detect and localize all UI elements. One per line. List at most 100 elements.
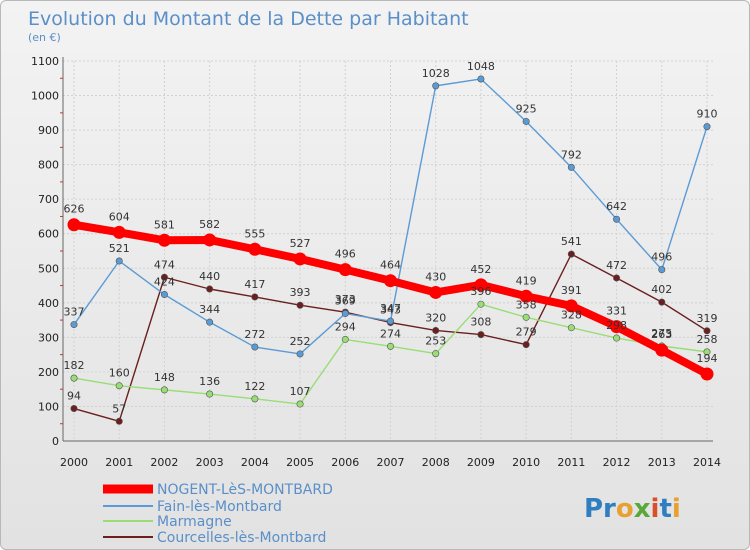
- data-point-courcelles: [567, 250, 575, 258]
- data-point-fain: [206, 318, 214, 326]
- data-label-marmagne: 274: [380, 327, 401, 340]
- x-tick-label: 2011: [557, 456, 585, 469]
- data-label-courcelles: 440: [199, 270, 220, 283]
- data-label-courcelles: 94: [67, 390, 81, 403]
- data-point-courcelles: [613, 274, 621, 282]
- x-tick-label: 2002: [150, 456, 178, 469]
- data-label-marmagne: 294: [335, 320, 356, 333]
- data-point-nogent: [384, 274, 397, 288]
- data-label-nogent: 430: [425, 270, 446, 283]
- data-point-marmagne: [567, 324, 575, 332]
- data-point-nogent: [610, 320, 624, 334]
- x-tick-label: 2013: [648, 456, 676, 469]
- data-point-courcelles: [70, 405, 78, 413]
- data-point-marmagne: [386, 342, 394, 350]
- x-tick-label: 2004: [241, 456, 269, 469]
- data-label-fain: 424: [154, 276, 175, 289]
- data-label-courcelles: 402: [651, 283, 672, 296]
- data-label-nogent: 194: [697, 352, 718, 365]
- data-point-nogent: [700, 367, 714, 381]
- data-label-courcelles: 57: [112, 402, 126, 415]
- data-point-marmagne: [296, 400, 304, 408]
- data-point-courcelles: [522, 341, 530, 349]
- data-point-fain: [296, 350, 304, 358]
- data-point-courcelles: [432, 326, 440, 334]
- series-line-nogent: [70, 220, 711, 378]
- data-label-courcelles: 373: [335, 293, 356, 306]
- data-point-nogent: [203, 233, 217, 247]
- data-label-fain: 252: [290, 335, 311, 348]
- data-label-marmagne: 396: [470, 285, 491, 298]
- data-label-fain: 521: [109, 242, 130, 255]
- data-label-courcelles: 393: [290, 286, 311, 299]
- data-label-nogent: 626: [64, 203, 85, 216]
- data-label-courcelles: 472: [606, 259, 627, 272]
- data-point-fain: [160, 291, 168, 299]
- data-point-fain: [341, 310, 349, 318]
- legend-label-courcelles: Courcelles-lès-Montbard: [157, 530, 326, 546]
- data-point-marmagne: [703, 348, 711, 356]
- data-point-courcelles: [251, 293, 259, 301]
- y-tick-label: 600: [38, 228, 59, 241]
- data-point-nogent: [67, 218, 81, 232]
- legend-label-fain: Fain-lès-Montbard: [157, 499, 282, 515]
- data-label-courcelles: 474: [154, 258, 175, 271]
- data-point-fain: [567, 163, 575, 171]
- data-label-marmagne: 258: [697, 333, 718, 346]
- y-tick-label: 300: [38, 331, 59, 344]
- data-label-marmagne: 182: [64, 359, 85, 372]
- y-tick-label: 200: [38, 366, 59, 379]
- data-point-marmagne: [341, 335, 349, 343]
- y-tick-label: 1100: [31, 55, 59, 68]
- data-point-courcelles: [206, 285, 214, 293]
- data-label-nogent: 581: [154, 218, 175, 231]
- x-tick-label: 2001: [105, 456, 133, 469]
- data-point-marmagne: [251, 395, 259, 403]
- data-label-fain: 910: [697, 108, 718, 121]
- x-tick-label: 2014: [693, 456, 721, 469]
- data-point-fain: [477, 75, 485, 83]
- data-label-nogent: 391: [561, 284, 582, 297]
- data-point-nogent: [338, 263, 352, 277]
- data-label-marmagne: 253: [425, 335, 446, 348]
- data-point-marmagne: [70, 374, 78, 382]
- data-label-courcelles: 541: [561, 235, 582, 248]
- data-label-marmagne: 275: [651, 327, 672, 340]
- x-tick-label: 2008: [422, 456, 450, 469]
- grid: [63, 60, 713, 442]
- data-label-courcelles: 343: [380, 304, 401, 317]
- x-tick-label: 2005: [286, 456, 314, 469]
- y-tick-label: 700: [38, 193, 59, 206]
- data-point-courcelles: [296, 301, 304, 309]
- y-tick-label: 500: [38, 262, 59, 275]
- data-label-marmagne: 160: [109, 367, 130, 380]
- data-label-nogent: 263: [651, 328, 672, 341]
- data-point-courcelles: [115, 417, 123, 425]
- data-labels: 94 57 474 440 417 393 373 343 320 308 279 541 472 402…: [64, 60, 718, 415]
- data-label-marmagne: 122: [244, 380, 265, 393]
- data-point-fain: [251, 343, 259, 351]
- data-point-fain: [115, 257, 123, 265]
- x-tick-label: 2009: [467, 456, 495, 469]
- axes: 2000 2001 2002 2003 2004 2005 2006 2007 2008 2009…: [31, 55, 721, 469]
- legend-label-marmagne: Marmagne: [157, 514, 232, 530]
- data-label-fain: 347: [380, 302, 401, 315]
- data-point-fain: [703, 123, 711, 131]
- data-label-fain: 272: [244, 328, 265, 341]
- data-point-nogent: [655, 343, 669, 357]
- data-label-fain: 1048: [467, 60, 495, 73]
- data-point-fain: [432, 82, 440, 90]
- data-label-nogent: 331: [606, 305, 627, 318]
- y-tick-label: 100: [38, 400, 59, 413]
- x-tick-label: 2010: [512, 456, 540, 469]
- data-point-marmagne: [477, 300, 485, 308]
- y-tick-label: 400: [38, 297, 59, 310]
- data-label-marmagne: 107: [290, 385, 311, 398]
- data-point-fain: [613, 215, 621, 223]
- data-point-marmagne: [160, 386, 168, 394]
- data-point-courcelles: [703, 327, 711, 335]
- brand-logo: Proxiti: [584, 494, 681, 524]
- x-tick-label: 2003: [196, 456, 224, 469]
- data-label-nogent: 464: [380, 259, 401, 272]
